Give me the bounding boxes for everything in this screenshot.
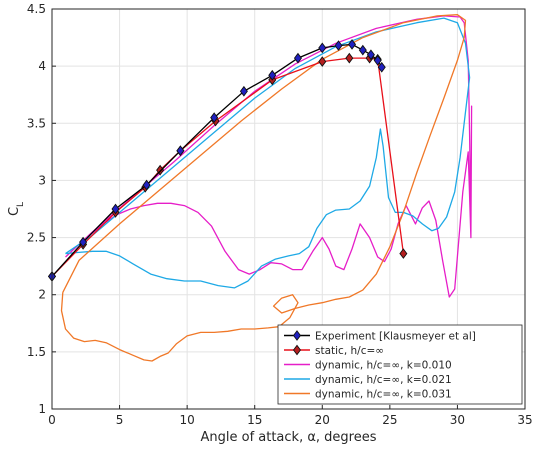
series-line xyxy=(65,17,471,289)
data-point xyxy=(318,56,327,67)
data-point xyxy=(111,203,120,215)
legend-label: Experiment [Klausmeyer et al] xyxy=(315,330,476,342)
data-point xyxy=(210,112,219,123)
y-tick-label: 1.5 xyxy=(27,345,46,359)
data-point xyxy=(358,44,367,56)
plot-series xyxy=(47,14,473,362)
y-tick-label: 1 xyxy=(38,402,46,416)
y-axis-label: CL xyxy=(7,202,26,216)
y-axis-label-subscript: L xyxy=(16,202,26,207)
series-line xyxy=(65,15,473,298)
data-point xyxy=(399,248,408,259)
legend-item: dynamic, h/c=∞, k=0.010 xyxy=(284,359,452,371)
legend-marker xyxy=(292,330,302,341)
data-point xyxy=(348,39,357,50)
data-point xyxy=(176,145,185,157)
data-point xyxy=(79,236,88,248)
legend-item: dynamic, h/c=∞, k=0.031 xyxy=(284,388,452,400)
data-point xyxy=(373,55,382,66)
y-tick-label: 4 xyxy=(38,59,46,73)
data-point xyxy=(268,69,277,81)
x-tick-label: 35 xyxy=(517,413,532,427)
data-point xyxy=(318,42,327,54)
series-0 xyxy=(47,39,386,282)
legend-label: dynamic, h/c=∞, k=0.031 xyxy=(315,388,452,400)
legend-marker xyxy=(292,344,302,356)
series-3 xyxy=(65,17,471,289)
legend-item: static, h/c=∞ xyxy=(284,344,384,357)
legend-item: Experiment [Klausmeyer et al] xyxy=(284,330,476,342)
data-point xyxy=(366,49,375,61)
x-tick-label: 15 xyxy=(247,413,262,427)
data-point xyxy=(239,85,248,97)
legend-label: dynamic, h/c=∞, k=0.021 xyxy=(315,374,452,386)
legend-box xyxy=(277,324,523,405)
x-tick-label: 20 xyxy=(315,413,330,427)
x-tick-label: 10 xyxy=(180,413,195,427)
data-point xyxy=(334,40,343,51)
legend-label: static, h/c=∞ xyxy=(315,345,384,357)
axis-ticks: 0 5 10 15 20 25 30 35 1 1.5 2 2.5 3 3.5 4 4.5 xyxy=(27,2,533,427)
legend-item: dynamic, h/c=∞, k=0.021 xyxy=(284,374,452,386)
legend-label: dynamic, h/c=∞, k=0.010 xyxy=(315,359,452,371)
x-tick-label: 5 xyxy=(116,413,124,427)
y-tick-label: 2.5 xyxy=(27,231,46,245)
y-tick-label: 4.5 xyxy=(27,2,46,16)
x-tick-label: 25 xyxy=(382,413,397,427)
series-4 xyxy=(60,14,467,362)
series-line xyxy=(60,14,467,362)
y-axis-label-main: C xyxy=(7,207,22,216)
legend: Experiment [Klausmeyer et al] static, h/c… xyxy=(277,324,523,405)
data-point xyxy=(377,61,386,73)
y-tick-label: 2 xyxy=(38,288,46,302)
data-point xyxy=(293,52,302,64)
data-point xyxy=(345,52,354,64)
data-point xyxy=(142,179,151,191)
x-tick-label: 30 xyxy=(450,413,465,427)
series-2 xyxy=(65,15,473,298)
x-tick-label: 0 xyxy=(48,413,56,427)
series-line xyxy=(51,43,383,277)
x-axis-label: Angle of attack, α, degrees xyxy=(200,430,376,445)
y-tick-label: 3.5 xyxy=(27,116,46,130)
y-tick-label: 3 xyxy=(38,173,46,187)
plot-frame xyxy=(51,8,526,410)
